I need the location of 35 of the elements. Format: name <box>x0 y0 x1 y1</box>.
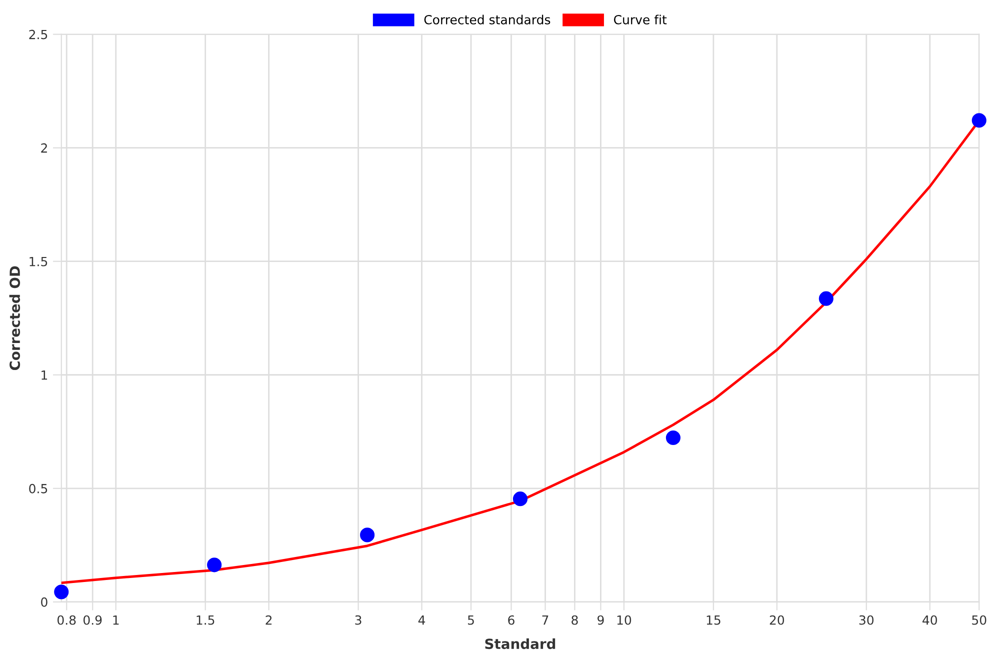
x-tick-label: 9 <box>598 615 604 625</box>
x-tick-label: 5 <box>468 616 474 625</box>
y-axis-title: Corrected OD <box>9 266 20 370</box>
point <box>972 113 986 128</box>
x-tick-label: 7 <box>542 616 548 625</box>
x-tick-label: 15 <box>706 616 720 625</box>
x-tick-label: 20 <box>770 615 784 625</box>
point <box>207 558 222 572</box>
x-tick-label: 0.9 <box>83 615 102 625</box>
legend-label: Corrected standards <box>424 14 550 24</box>
point <box>54 584 69 600</box>
x-tick-label: 50 <box>972 615 986 625</box>
x-tick-label: 10 <box>617 615 632 625</box>
y-tick-label: 1.5 <box>30 256 48 266</box>
x-tick-label: 1 <box>113 616 119 625</box>
x-tick-label: 4 <box>418 616 426 625</box>
x-tick-label: 40 <box>922 615 937 625</box>
y-tick-label: 2 <box>41 143 47 153</box>
point <box>818 291 834 306</box>
x-tick-label: 6 <box>508 615 514 625</box>
x-tick-label: 8 <box>572 615 578 625</box>
point <box>512 492 528 506</box>
x-tick-label: 30 <box>859 615 874 625</box>
x-tick-label: 0.8 <box>58 615 76 625</box>
y-tick-label: 2.5 <box>29 30 48 40</box>
x-tick-label: 2 <box>266 615 272 625</box>
y-tick-label: 1 <box>42 370 48 380</box>
legend-label: Curve fit <box>614 14 667 24</box>
x-tick-label: 1.5 <box>196 616 214 625</box>
y-tick-label: 0.5 <box>29 484 48 494</box>
y-tick-label: 0 <box>41 597 48 607</box>
x-tick-label: 3 <box>355 615 362 625</box>
x-axis-title: Standard <box>485 638 556 650</box>
point <box>666 430 680 446</box>
point <box>360 528 375 542</box>
